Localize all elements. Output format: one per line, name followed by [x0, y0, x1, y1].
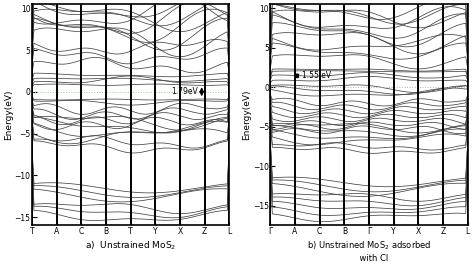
X-axis label: a)  Unstrained MoS$_2$: a) Unstrained MoS$_2$ — [85, 240, 176, 252]
Y-axis label: Energy(eV): Energy(eV) — [243, 89, 252, 140]
Text: 1.79eV: 1.79eV — [171, 87, 198, 96]
Y-axis label: Energy(eV): Energy(eV) — [4, 89, 13, 140]
X-axis label: b) Unstrained MoS$_2$ adsorbed
    with Cl: b) Unstrained MoS$_2$ adsorbed with Cl — [307, 240, 431, 263]
Text: 1.55 eV: 1.55 eV — [302, 71, 331, 80]
